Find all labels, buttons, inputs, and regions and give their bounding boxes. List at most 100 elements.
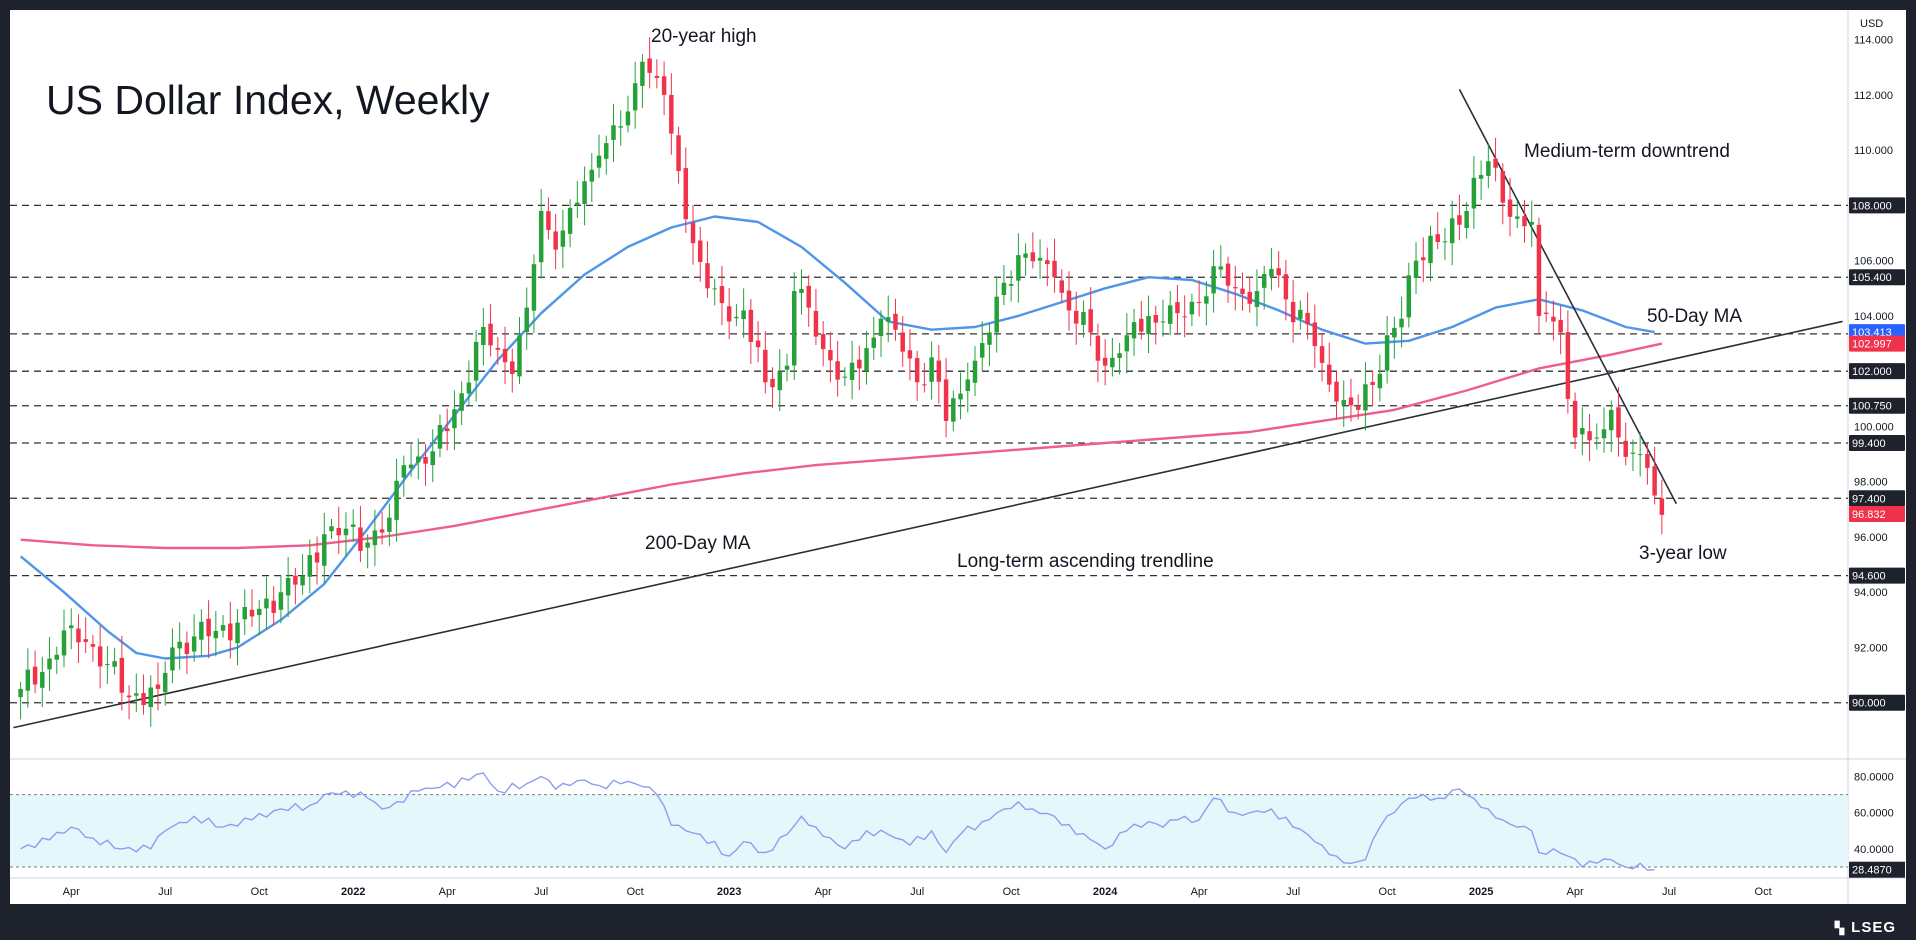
candle-body [1298,309,1303,319]
candle-body [900,332,905,352]
candle-body [466,382,472,394]
candle-body [1478,175,1484,179]
candle-body [488,323,493,346]
candle-body [741,310,746,320]
candle-body [271,600,276,613]
candle-body [1522,216,1527,227]
candle-body [640,61,645,86]
candle-body [835,361,840,380]
time-axis-label: Jul [158,886,172,898]
candle-body [1225,263,1231,286]
candle-body [828,350,833,361]
candle-body [1066,290,1072,311]
price-tick-label: 112.000 [1854,90,1893,102]
level-tag-bg [1849,435,1905,452]
candle-body [322,534,327,566]
candle-body [1312,322,1318,347]
candle-body [1464,210,1469,229]
candle-body [943,379,949,421]
candle-body [864,348,869,371]
candle-body [1052,260,1057,278]
lseg-logo: ▚ LSEG [1835,919,1896,936]
price-tag: 102.997 [1852,339,1892,351]
candle-body [199,621,204,640]
candle-body [68,625,74,629]
candle-body [1392,327,1397,338]
candle-body [278,592,284,610]
time-axis-label: Oct [1003,886,1020,898]
candle-body [1305,312,1310,325]
candle-body [1406,275,1412,318]
level-tag: 100.750 [1852,401,1892,413]
rsi-tag-bg [1849,861,1905,878]
candle-body [40,671,45,688]
candle-body [365,542,370,548]
candle-body [647,58,652,73]
candle-body [1529,221,1534,225]
candle-body [755,340,761,348]
candle-body [177,641,182,649]
candle-body [430,451,435,466]
time-axis-label: Apr [1191,886,1208,898]
candle-body [799,288,804,293]
candle-body [264,598,269,609]
candle-body [481,326,486,345]
level-tag-bg [1849,197,1905,214]
candle-body [1102,357,1108,366]
candle-body [734,316,739,319]
candle-body [1095,335,1101,361]
level-tag: 99.400 [1852,438,1886,450]
candle-body [97,646,103,667]
level-tag-bg [1849,363,1905,380]
rsi-current-tag: 28.4870 [1852,865,1892,877]
candle-body [567,207,573,234]
candle-body [256,608,262,616]
candle-body [1500,171,1506,203]
candle-body [1290,301,1296,323]
time-axis-label: 2025 [1469,886,1493,898]
candle-body [1037,257,1043,261]
candle-body [148,687,153,708]
candle-body [1536,224,1542,316]
candle-body [1565,332,1571,399]
candle-body [538,210,544,263]
candle-body [1428,235,1433,264]
candle-body [792,291,797,366]
time-axis-label: Jul [910,886,924,898]
candle-body [1081,311,1086,325]
candle-body [1652,466,1657,496]
candle-body [698,240,703,263]
level-tag-bg [1849,490,1905,507]
candle-body [517,335,522,377]
candle-body [18,688,23,698]
candle-body [1204,296,1209,304]
candle-body [936,360,942,382]
candle-body [25,669,31,691]
candle-body [1370,382,1375,385]
candle-body [546,211,551,230]
chart-title: US Dollar Index, Weekly [46,77,490,123]
price-tag-bg [1849,335,1905,352]
candle-body [661,76,667,95]
candle-body [1645,454,1650,468]
price-tick-label: 114.000 [1854,35,1893,47]
price-tag-bg [1849,505,1905,522]
candle-body [690,222,696,244]
candle-body [1515,216,1520,219]
candle-body [32,666,38,685]
candle-body [1247,291,1252,304]
candle-body [1594,437,1600,439]
candle-body [47,658,52,670]
candle-body [1124,335,1130,352]
candle-body [1363,384,1368,411]
candle-body [126,695,132,698]
candle-body [495,347,501,350]
time-axis-label: Apr [815,886,832,898]
price-tag: 96.832 [1852,509,1886,521]
candle-body [1384,335,1390,371]
candle-body [1008,283,1014,286]
level-tag: 102.000 [1852,366,1892,378]
logo-mark-icon: ▚ [1834,921,1846,935]
candle-body [206,618,211,637]
